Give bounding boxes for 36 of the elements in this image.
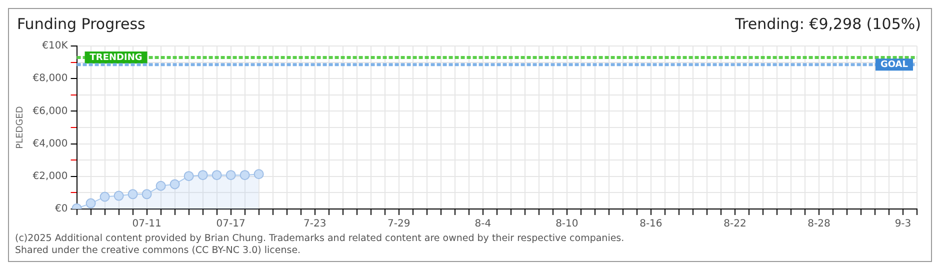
point <box>100 192 110 202</box>
text: (c)2025 Additional content provided by Brian Chung. Trademarks and related content are owned by their respective companies. <box>15 233 624 245</box>
x-tick-label: 07-17 <box>216 218 246 230</box>
x-tick-label: 7-29 <box>388 218 410 230</box>
x-tick-label: 07-11 <box>132 218 162 230</box>
point <box>240 170 250 180</box>
x-tick-label: 8-28 <box>808 218 830 230</box>
x-tick-label: 7-23 <box>304 218 326 230</box>
y-tick-label: €8,000 <box>32 73 68 84</box>
y-tick-label: €0 <box>55 204 68 215</box>
y-axis-title: PLEDGED <box>16 106 26 149</box>
x-tick-label: 8-4 <box>474 218 492 230</box>
y-tick-label: €4,000 <box>32 138 68 150</box>
point <box>156 180 166 191</box>
chart-title: Funding Progress <box>17 15 146 33</box>
x-tick-label: 8-22 <box>724 218 746 230</box>
ref-line-label: GOAL <box>880 60 908 70</box>
x-tick-label: 8-16 <box>640 218 662 230</box>
point <box>226 170 236 180</box>
point <box>114 190 124 201</box>
point <box>184 171 194 182</box>
ref-line-label: TRENDING <box>90 52 142 63</box>
point <box>128 189 138 200</box>
y-tick-label: €6,000 <box>32 106 68 117</box>
y-tick-label: €2,000 <box>32 170 68 182</box>
text: Trending: €9,298 (105%) <box>735 15 921 33</box>
text: Shared under the creative commons (CC BY-NC 3.0) license. <box>15 245 302 257</box>
point <box>170 179 180 190</box>
point <box>86 198 96 208</box>
point <box>212 170 222 180</box>
x-tick-label: 9-3 <box>894 218 912 230</box>
x-tick-label: 8-10 <box>556 218 578 230</box>
point <box>142 189 152 200</box>
point <box>254 169 264 180</box>
y-tick-label: €10K <box>42 40 68 52</box>
point <box>198 170 208 180</box>
